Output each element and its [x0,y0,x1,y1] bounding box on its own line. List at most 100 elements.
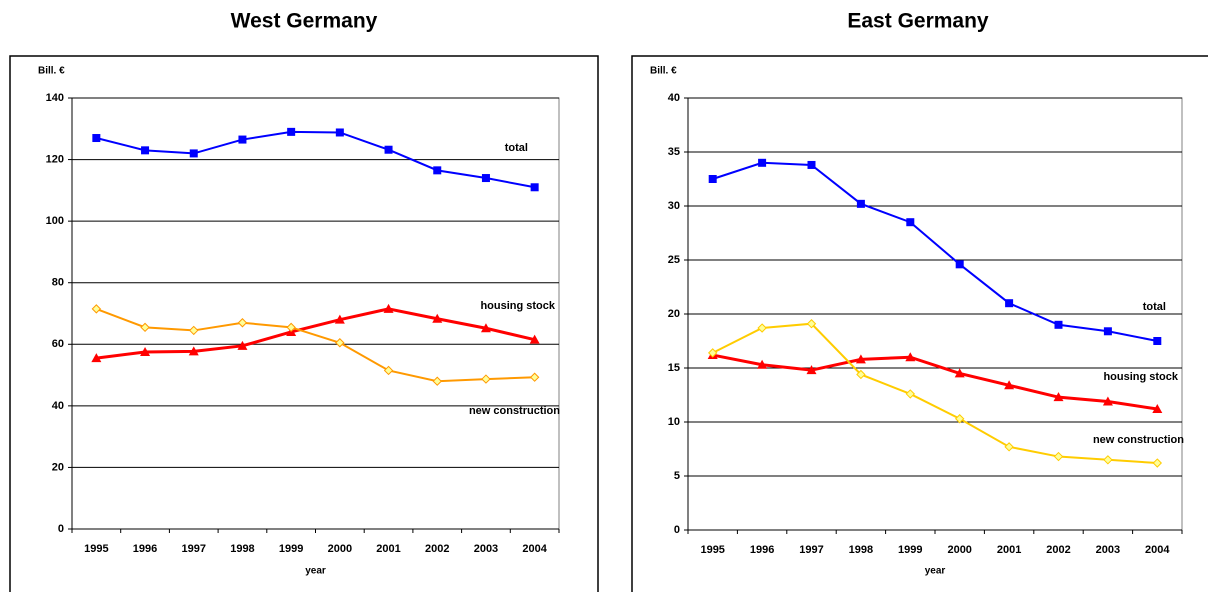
marker [1103,455,1113,465]
marker [238,135,247,144]
x-tick-label: 2004 [1145,544,1170,556]
marker [954,368,965,378]
marker [91,353,102,363]
series-line [96,130,535,189]
x-tick-label: 1998 [849,544,873,556]
marker [955,260,964,269]
x-tick-label: 2004 [522,543,547,555]
chart-frame [9,55,599,592]
marker [237,318,248,328]
marker [1004,380,1015,390]
y-tick-label: 5 [674,470,680,482]
x-tick-label: 1995 [84,543,108,555]
marker [529,334,540,344]
series-line [96,307,535,360]
x-tick-label: 2002 [425,543,449,555]
x-tick-label: 2000 [947,544,971,556]
marker [905,352,916,362]
marker [189,149,198,158]
y-tick-label: 20 [668,308,680,320]
marker [287,127,296,136]
y-tick-label: 10 [668,416,680,428]
marker [189,325,199,336]
marker [1053,392,1064,402]
y-tick-label: 35 [668,146,680,158]
marker [1053,451,1064,462]
marker [92,134,101,143]
marker [757,359,768,369]
marker [1054,320,1063,329]
series-line [95,307,535,383]
marker [1004,442,1014,452]
x-axis-label: year [305,566,326,577]
y-tick-label: 60 [52,338,64,350]
series-label: total [505,142,528,154]
x-tick-label: 2001 [376,543,400,555]
y-tick-label: 20 [52,461,64,473]
x-axis-label: year [925,566,946,577]
y-tick-label: 100 [46,215,64,227]
chart-frame [631,55,1208,592]
y-tick-label: 25 [668,254,680,266]
chart-title: East Germany [847,10,989,33]
y-tick-label: 120 [46,153,64,165]
marker [384,145,393,154]
marker [1005,299,1014,308]
chart-title: West Germany [231,10,378,33]
marker [334,314,345,324]
y-tick-label: 15 [668,362,680,374]
x-tick-label: 1999 [279,543,303,555]
marker [807,160,816,169]
series-label: total [1143,301,1166,313]
x-tick-label: 2003 [1096,544,1120,556]
y-axis-label: Bill. € [38,66,65,77]
marker [856,369,866,380]
marker [140,322,150,333]
marker [1102,396,1113,406]
series-line [712,353,1158,411]
plot-area [71,97,560,530]
marker [758,158,767,167]
marker [335,128,344,137]
marker [481,374,491,384]
y-tick-label: 40 [668,92,680,104]
marker [383,303,394,313]
marker [1152,458,1163,468]
marker [335,338,345,348]
marker [757,323,767,333]
y-tick-label: 0 [674,524,680,536]
series-label: new construction [469,405,560,417]
marker [855,354,866,364]
marker [806,319,817,329]
marker [530,183,539,192]
series-label: housing stock [1103,371,1178,383]
y-tick-label: 40 [52,400,64,412]
x-tick-label: 2002 [1046,544,1070,556]
marker [1152,404,1163,414]
marker [707,348,718,358]
marker [1103,327,1112,336]
x-tick-label: 1999 [898,544,922,556]
marker [237,340,248,350]
x-tick-label: 1997 [182,543,206,555]
marker [141,146,150,155]
marker [188,346,199,356]
marker [432,313,443,323]
marker [481,174,490,183]
x-tick-label: 2001 [997,544,1021,556]
marker [905,389,916,399]
marker [708,175,717,183]
marker [1153,337,1162,345]
x-tick-label: 1996 [750,544,774,556]
x-tick-label: 1995 [700,544,724,556]
marker [906,218,915,227]
y-tick-label: 0 [58,523,64,535]
marker [856,199,865,208]
marker [140,346,151,356]
x-tick-label: 1997 [799,544,823,556]
y-axis-label: Bill. € [650,66,677,77]
x-tick-label: 2000 [328,543,352,555]
x-tick-label: 2003 [474,543,498,555]
y-tick-label: 140 [46,92,64,104]
